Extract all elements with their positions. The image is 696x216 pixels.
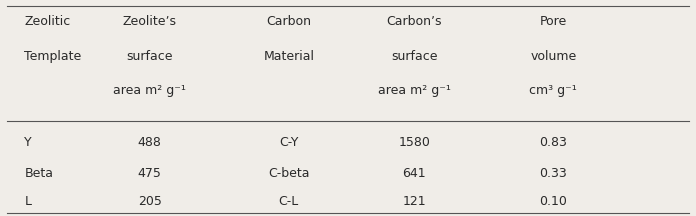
Text: 121: 121 [402,195,426,208]
Text: 1580: 1580 [398,136,430,149]
Text: area m² g⁻¹: area m² g⁻¹ [113,84,186,97]
Text: C-beta: C-beta [268,167,310,180]
Text: 0.10: 0.10 [539,195,567,208]
Text: Y: Y [24,136,32,149]
Text: 641: 641 [402,167,426,180]
Text: Zeolitic: Zeolitic [24,15,70,28]
Text: Carbon: Carbon [267,15,311,28]
Text: area m² g⁻¹: area m² g⁻¹ [378,84,450,97]
Text: C-Y: C-Y [279,136,299,149]
Text: 488: 488 [138,136,161,149]
Text: 0.83: 0.83 [539,136,567,149]
Text: Carbonʼs: Carbonʼs [386,15,442,28]
Text: surface: surface [391,50,437,63]
Text: Template: Template [24,50,81,63]
Text: Pore: Pore [539,15,567,28]
Text: Zeoliteʼs: Zeoliteʼs [122,15,177,28]
Text: L: L [24,195,31,208]
Text: volume: volume [530,50,576,63]
Text: 205: 205 [138,195,161,208]
Text: Material: Material [263,50,315,63]
Text: 0.33: 0.33 [539,167,567,180]
Text: cm³ g⁻¹: cm³ g⁻¹ [530,84,577,97]
Text: 475: 475 [138,167,161,180]
Text: C-L: C-L [278,195,299,208]
Text: surface: surface [127,50,173,63]
Text: Beta: Beta [24,167,54,180]
